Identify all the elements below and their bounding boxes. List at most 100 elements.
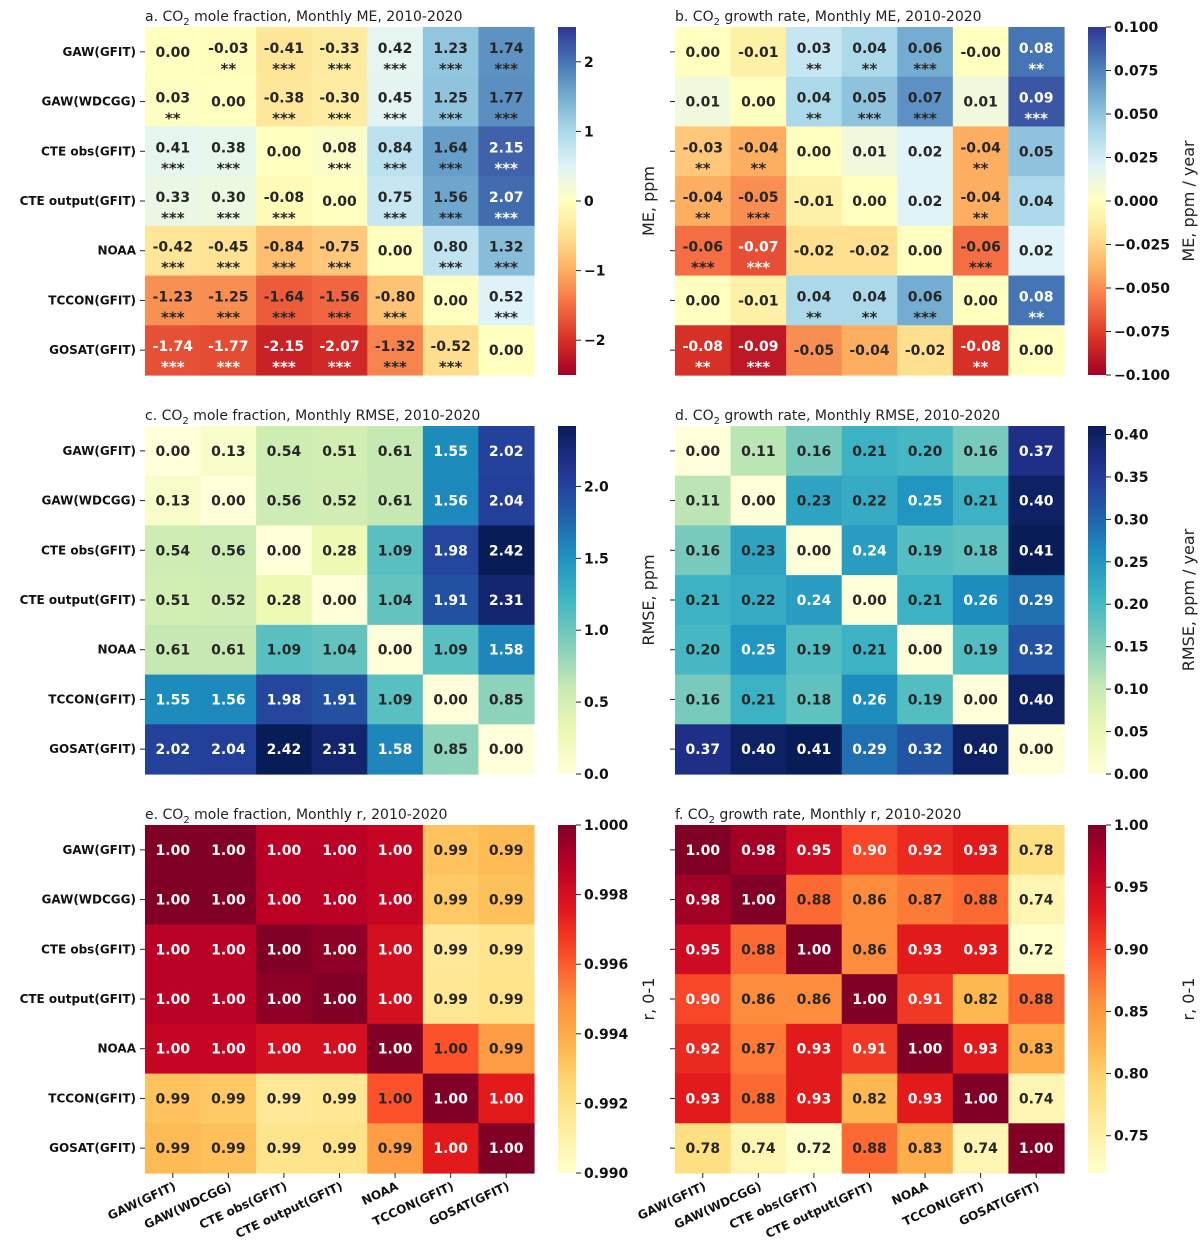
row-label: TCCON(GFIT) xyxy=(48,692,136,706)
heatmap-cell xyxy=(478,974,535,1025)
colorbar-tick-label: 0.000 xyxy=(1114,194,1159,210)
heatmap-cell xyxy=(422,724,480,775)
heatmap-cell xyxy=(200,624,257,676)
colorbar-tick-label: 2.0 xyxy=(584,479,609,495)
heatmap-cell xyxy=(1008,1123,1065,1174)
cell-value-label: 0.99 xyxy=(267,1141,302,1157)
row-label: GOSAT(GFIT) xyxy=(49,343,136,357)
colorbar-tick-label: −0.050 xyxy=(1114,281,1170,297)
heatmap-cell xyxy=(367,825,424,876)
cell-value-label: 0.00 xyxy=(433,692,468,708)
heatmap-cell xyxy=(200,724,257,775)
colorbar-tick-label: −2 xyxy=(584,333,605,349)
heatmap-cell xyxy=(256,825,313,876)
panel-d: d. CO2 growth rate, Monthly RMSE, 2010-2… xyxy=(670,408,1198,783)
heatmap-cell xyxy=(786,275,843,326)
cell-value-label: 0.93 xyxy=(963,843,998,859)
heatmap-cell xyxy=(256,325,313,376)
cell-value-label: 0.29 xyxy=(852,742,887,758)
heatmap-cell xyxy=(367,624,424,676)
cell-value-label: 0.26 xyxy=(852,692,887,708)
heatmap-cell xyxy=(478,525,535,576)
heatmap-cell xyxy=(730,874,787,926)
colorbar-tick-label: 0.075 xyxy=(1114,64,1158,80)
cell-value-label: 0.16 xyxy=(686,692,721,708)
cell-value-label: 0.99 xyxy=(211,1141,246,1157)
cell-value-label: 0.24 xyxy=(852,543,887,559)
heatmap-cell xyxy=(478,426,535,477)
colorbar-tick-label: 0.998 xyxy=(584,888,628,904)
heatmap-cell xyxy=(200,674,257,725)
cell-value-label: 0.93 xyxy=(908,942,943,958)
heatmap-cell xyxy=(786,475,843,527)
cell-value-label: 0.83 xyxy=(908,1141,943,1157)
colorbar-tick-label: 0.95 xyxy=(1114,880,1149,896)
significance-label: *** xyxy=(272,358,296,376)
cell-value-label: 1.00 xyxy=(211,992,246,1008)
significance-label: ** xyxy=(973,159,989,177)
cell-value-label: 0.61 xyxy=(378,444,413,460)
heatmap-cell xyxy=(478,575,535,626)
cell-value-label: 0.08 xyxy=(1019,41,1054,57)
heatmap-cell xyxy=(897,924,954,975)
heatmap-cell xyxy=(200,825,257,876)
heatmap-cell xyxy=(145,176,202,227)
cell-value-label: 0.00 xyxy=(741,95,776,111)
heatmap-cell xyxy=(1008,724,1065,775)
colorbar-tick-label: −0.025 xyxy=(1114,238,1170,254)
heatmap-cell xyxy=(422,1073,480,1124)
heatmap-cell xyxy=(841,874,898,926)
cell-value-label: 0.99 xyxy=(211,1091,246,1107)
cell-value-label: 0.95 xyxy=(686,942,721,958)
colorbar-tick-label: 0.30 xyxy=(1114,512,1149,528)
colorbar-tick-label: 0.00 xyxy=(1114,767,1149,783)
cell-value-label: 0.00 xyxy=(1019,343,1054,359)
cell-value-label: 2.02 xyxy=(156,742,191,758)
cell-value-label: 0.08 xyxy=(322,140,357,156)
cell-value-label: 0.99 xyxy=(489,942,524,958)
significance-label: *** xyxy=(272,259,296,277)
heatmap-cell xyxy=(786,624,843,676)
significance-label: *** xyxy=(328,259,352,277)
heatmap-cell xyxy=(145,225,202,277)
heatmap-cell xyxy=(675,525,732,576)
cell-value-label: -0.02 xyxy=(905,343,945,359)
cell-value-label: 0.04 xyxy=(852,289,887,305)
cell-value-label: -0.09 xyxy=(738,339,778,355)
heatmap-cell xyxy=(1008,974,1065,1025)
heatmap-cell xyxy=(422,176,480,227)
cell-value-label: 0.25 xyxy=(741,643,776,659)
heatmap-cell xyxy=(367,426,424,477)
cell-value-label: 0.03 xyxy=(797,41,832,57)
cell-value-label: -0.04 xyxy=(960,140,1001,156)
cell-value-label: 1.74 xyxy=(489,41,524,57)
cell-value-label: 0.88 xyxy=(741,942,776,958)
heatmap-cell xyxy=(952,974,1010,1025)
heatmap-cell xyxy=(422,674,480,725)
heatmap-cell xyxy=(256,126,313,177)
heatmap-cell xyxy=(367,1023,424,1075)
cell-value-label: 0.98 xyxy=(686,893,721,909)
cell-value-label: 0.04 xyxy=(852,41,887,57)
heatmap-cell xyxy=(200,924,257,975)
heatmap-cell xyxy=(422,126,480,177)
cell-value-label: -0.38 xyxy=(264,91,304,107)
heatmap-cell xyxy=(897,1123,954,1174)
heatmap-cell xyxy=(145,525,202,576)
significance-label: *** xyxy=(328,358,352,376)
cell-value-label: 0.91 xyxy=(908,992,943,1008)
heatmap-cell xyxy=(897,426,954,477)
colorbar-tick-label: −0.075 xyxy=(1114,325,1170,341)
heatmap-cell xyxy=(200,176,257,227)
cell-value-label: 1.09 xyxy=(433,643,468,659)
heatmap-cell xyxy=(675,825,732,876)
heatmap-cell xyxy=(478,225,535,277)
cell-value-label: 0.22 xyxy=(852,494,887,510)
significance-label: *** xyxy=(217,159,241,177)
heatmap-cell xyxy=(675,924,732,975)
heatmap-cell xyxy=(311,76,368,128)
cell-value-label: 1.09 xyxy=(378,692,413,708)
colorbar-label: RMSE, ppm xyxy=(639,554,658,645)
heatmap-cell xyxy=(367,475,424,527)
cell-value-label: 1.00 xyxy=(156,942,191,958)
